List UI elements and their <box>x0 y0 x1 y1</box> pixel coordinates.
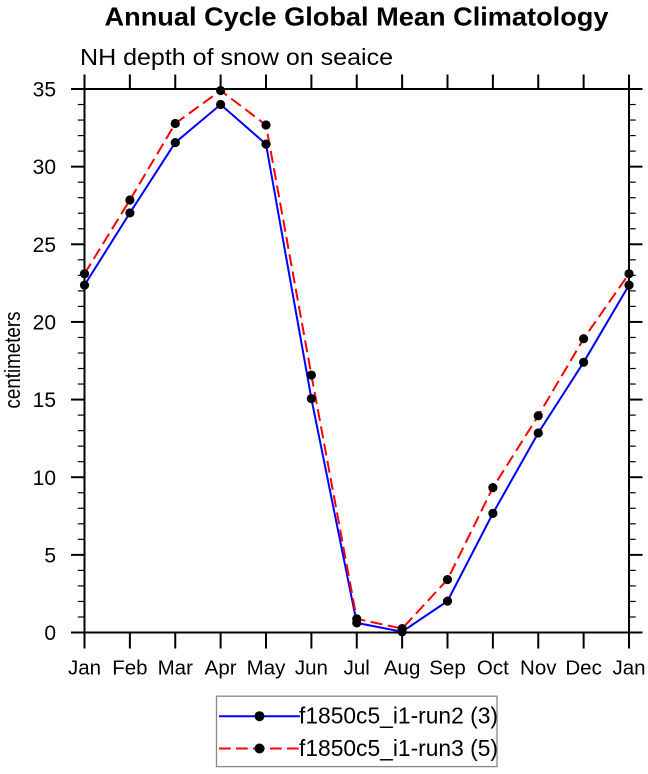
svg-text:Mar: Mar <box>158 657 193 680</box>
svg-text:10: 10 <box>33 467 56 490</box>
svg-text:30: 30 <box>33 156 56 179</box>
svg-text:5: 5 <box>44 544 56 567</box>
svg-text:35: 35 <box>33 79 56 102</box>
svg-text:May: May <box>247 657 286 680</box>
svg-text:Feb: Feb <box>112 657 147 680</box>
svg-text:f1850c5_i1-run2 (3): f1850c5_i1-run2 (3) <box>299 703 498 729</box>
svg-text:Nov: Nov <box>520 657 557 680</box>
svg-text:0: 0 <box>44 622 56 645</box>
svg-text:Apr: Apr <box>205 657 237 680</box>
svg-text:NH depth of snow on seaice: NH depth of snow on seaice <box>80 44 393 70</box>
svg-text:Jul: Jul <box>344 657 370 680</box>
svg-text:Oct: Oct <box>477 657 509 680</box>
svg-text:Jun: Jun <box>295 657 328 680</box>
svg-text:f1850c5_i1-run3 (5): f1850c5_i1-run3 (5) <box>299 735 498 761</box>
svg-text:20: 20 <box>33 312 56 335</box>
svg-text:Jan: Jan <box>68 657 101 680</box>
svg-text:Sep: Sep <box>429 657 465 680</box>
svg-text:25: 25 <box>33 234 56 257</box>
svg-text:Jan: Jan <box>612 657 645 680</box>
svg-text:centimeters: centimeters <box>0 312 25 409</box>
svg-text:15: 15 <box>33 389 56 412</box>
svg-text:Annual Cycle Global Mean Clima: Annual Cycle Global Mean Climatology <box>105 2 610 32</box>
svg-text:Aug: Aug <box>384 657 420 680</box>
svg-text:Dec: Dec <box>565 657 601 680</box>
